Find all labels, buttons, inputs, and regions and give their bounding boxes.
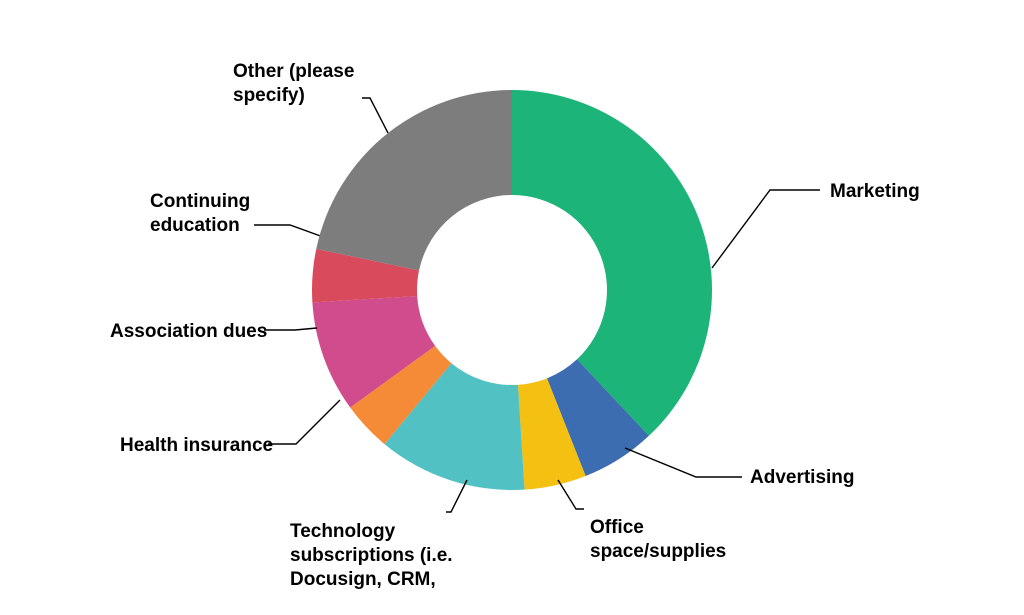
leader-health bbox=[268, 400, 340, 444]
leader-technology bbox=[446, 480, 467, 512]
slice-other bbox=[316, 90, 512, 270]
label-association: Association dues bbox=[110, 320, 267, 344]
label-continuing: Continuing education bbox=[150, 190, 250, 238]
leader-marketing bbox=[712, 190, 820, 268]
leader-continuing bbox=[254, 225, 326, 238]
label-other: Other (please specify) bbox=[233, 60, 354, 108]
label-marketing: Marketing bbox=[830, 180, 920, 204]
leader-office bbox=[558, 480, 584, 509]
label-advertising: Advertising bbox=[750, 466, 855, 490]
label-technology: Technology subscriptions (i.e. Docusign,… bbox=[290, 520, 453, 591]
donut-chart-container: Marketing Advertising Office space/supplie… bbox=[0, 0, 1024, 615]
leader-association bbox=[264, 328, 317, 330]
leader-advertising bbox=[625, 448, 742, 477]
label-health: Health insurance bbox=[120, 434, 273, 458]
label-office: Office space/supplies bbox=[590, 516, 726, 564]
leader-other bbox=[362, 98, 388, 133]
donut-chart-svg bbox=[0, 0, 1024, 615]
